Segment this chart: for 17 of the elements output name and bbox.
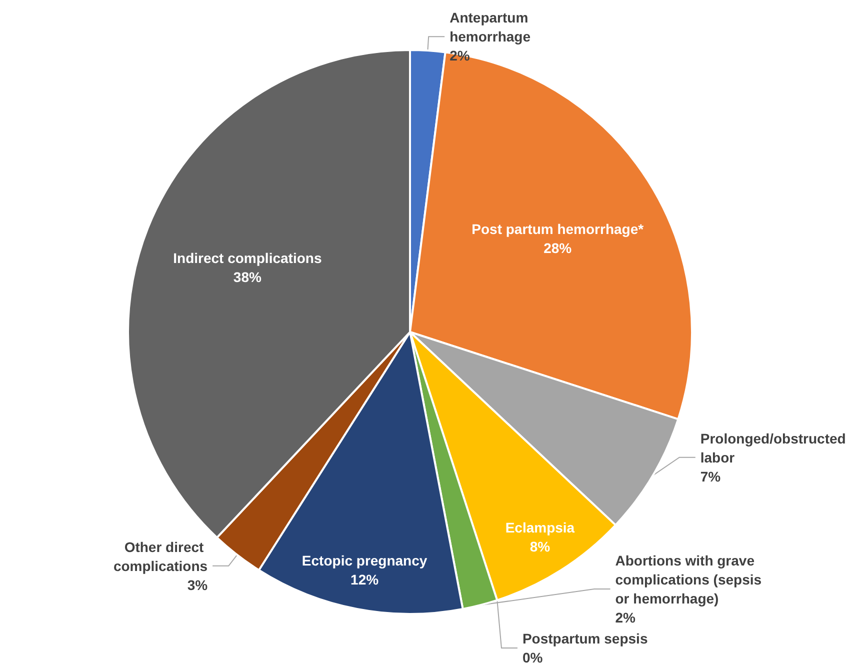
data-label: 8% <box>530 538 551 554</box>
data-label: 3% <box>187 576 208 593</box>
category-label: Postpartum sepsis <box>522 630 648 646</box>
slice-label: Prolonged/obstructed labor <box>700 430 850 466</box>
slice-label: Antepartum hemorrhage <box>450 10 532 45</box>
data-label: 2% <box>615 610 636 626</box>
data-label: 38% <box>233 269 262 286</box>
data-label: 28% <box>544 240 572 256</box>
data-label: 12% <box>350 572 380 588</box>
slice-label: Post partum hemorrhage* <box>472 220 644 237</box>
slice-label: Abortions with grave complications (sepsis or hemorrhage) <box>615 552 766 606</box>
slice-label: Indirect complications <box>173 250 322 266</box>
slice-label: Other direct complications <box>113 538 208 574</box>
data-label: 7% <box>700 468 722 484</box>
slice-label: Eclampsia <box>505 519 575 536</box>
text: 0% <box>522 650 543 666</box>
slice-label: Ectopic pregnancy <box>302 552 428 569</box>
